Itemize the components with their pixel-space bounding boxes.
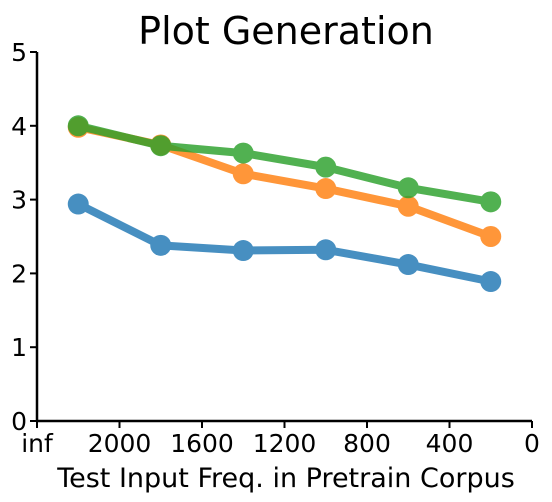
data-point [232, 163, 254, 185]
x-tick-label: 1200 [253, 429, 317, 458]
y-tick-label: 4 [11, 112, 27, 141]
chart-title: Plot Generation [138, 9, 434, 53]
y-tick-label: 2 [11, 259, 27, 288]
x-tick-label: 0 [524, 429, 540, 458]
data-point [480, 271, 502, 293]
series-line [76, 200, 492, 286]
x-tick-label: 400 [426, 429, 474, 458]
y-tick-label: 1 [11, 333, 27, 362]
plot-area [67, 115, 502, 293]
data-point [480, 191, 502, 213]
data-point [315, 239, 337, 261]
series-2 [67, 115, 502, 213]
data-point [480, 226, 502, 247]
x-axis-label: Test Input Freq. in Pretrain Corpus [56, 463, 515, 494]
data-point [315, 178, 337, 200]
y-tick-label: 5 [11, 38, 27, 67]
data-point [67, 193, 89, 215]
x-tick-label: 800 [343, 429, 391, 458]
y-ticks: 0 1 2 3 4 5 [11, 38, 37, 436]
data-point [232, 142, 254, 164]
x-tick-label: inf [21, 429, 54, 458]
data-point [315, 156, 337, 178]
data-point [67, 115, 89, 137]
series-line [77, 121, 492, 206]
data-point [397, 195, 419, 217]
y-tick-label: 0 [11, 407, 27, 436]
data-point [397, 254, 419, 276]
x-tick-label: 2000 [88, 429, 152, 458]
y-tick-label: 3 [11, 186, 27, 215]
series-0 [67, 193, 502, 293]
data-point [150, 234, 172, 256]
data-point [397, 177, 419, 199]
data-point [232, 240, 254, 262]
x-tick-label: 1600 [170, 429, 234, 458]
data-point [150, 135, 172, 157]
x-ticks: inf 2000 1600 1200 800 400 0 [21, 421, 540, 458]
